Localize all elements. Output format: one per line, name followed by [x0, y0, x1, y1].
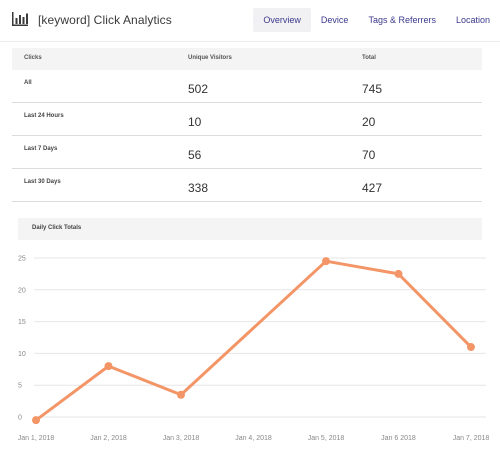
unique-visitors-value: 10 — [188, 115, 202, 129]
x-tick-label: Jan 7, 2018 — [453, 435, 490, 442]
x-tick-label: Jan 4, 2018 — [235, 435, 272, 442]
x-tick-label: Jan 1, 2018 — [18, 435, 55, 442]
x-tick-label: Jan 5, 2018 — [308, 435, 345, 442]
row-label: All — [24, 80, 32, 86]
col-header-clicks: Clicks — [24, 55, 42, 61]
data-point — [104, 362, 113, 371]
data-point — [32, 416, 40, 425]
row-label: Last 7 Days — [24, 146, 58, 152]
unique-visitors-value: 502 — [188, 82, 209, 96]
tab-location[interactable]: Location — [455, 15, 490, 25]
data-point — [177, 390, 185, 399]
y-tick-label: 20 — [18, 287, 26, 294]
col-header-unique-visitors: Unique Visitors — [188, 55, 232, 61]
y-tick-label: 0 — [18, 415, 22, 422]
total-value: 20 — [362, 115, 376, 129]
series-line — [34, 259, 473, 422]
y-tick-label: 15 — [18, 319, 26, 326]
clicks-table: Clicks Unique Visitors Total All 502 745… — [12, 48, 482, 202]
row-label: Last 24 Hours — [24, 113, 64, 119]
x-tick-label: Jan 3, 2018 — [163, 435, 200, 442]
chart-title: Daily Click Totals — [32, 225, 82, 231]
page-title: [keyword] Click Analytics — [38, 13, 172, 27]
table-row: Last 7 Days 56 70 — [12, 136, 482, 169]
total-value: 745 — [362, 82, 383, 96]
tab-device[interactable]: Device — [320, 15, 349, 25]
x-tick-label: Jan 2, 2018 — [90, 435, 127, 442]
y-tick-label: 10 — [18, 351, 26, 358]
bar-chart-icon — [12, 12, 28, 26]
data-point — [394, 269, 403, 278]
y-tick-label: 25 — [18, 256, 26, 263]
nav-tabs: Overview Device Tags & Referrers Locatio… — [253, 8, 500, 32]
data-point — [467, 343, 475, 352]
table-header: Clicks Unique Visitors Total — [12, 48, 482, 70]
y-tick-label: 5 — [18, 383, 22, 390]
total-value: 427 — [362, 181, 383, 195]
chart-header: Daily Click Totals — [18, 218, 482, 240]
daily-clicks-chart: 0 5 10 15 20 25 Jan 1, 2018 Jan 2, 2018 Jan 3, 2… — [18, 256, 490, 443]
table-row: Last 30 Days 338 427 — [12, 169, 482, 202]
unique-visitors-value: 338 — [188, 181, 209, 195]
col-header-total: Total — [362, 55, 376, 61]
tab-tags-referrers[interactable]: Tags & Referrers — [368, 15, 436, 25]
app-header: [keyword] Click Analytics Overview Devic… — [0, 0, 500, 42]
table-row: Last 24 Hours 10 20 — [12, 103, 482, 136]
tab-overview[interactable]: Overview — [253, 8, 311, 32]
total-value: 70 — [362, 148, 376, 162]
row-label: Last 30 Days — [24, 179, 61, 185]
data-point — [322, 257, 330, 266]
x-tick-label: Jan 6 2018 — [381, 435, 416, 442]
unique-visitors-value: 56 — [188, 148, 202, 162]
table-row: All 502 745 — [12, 70, 482, 103]
